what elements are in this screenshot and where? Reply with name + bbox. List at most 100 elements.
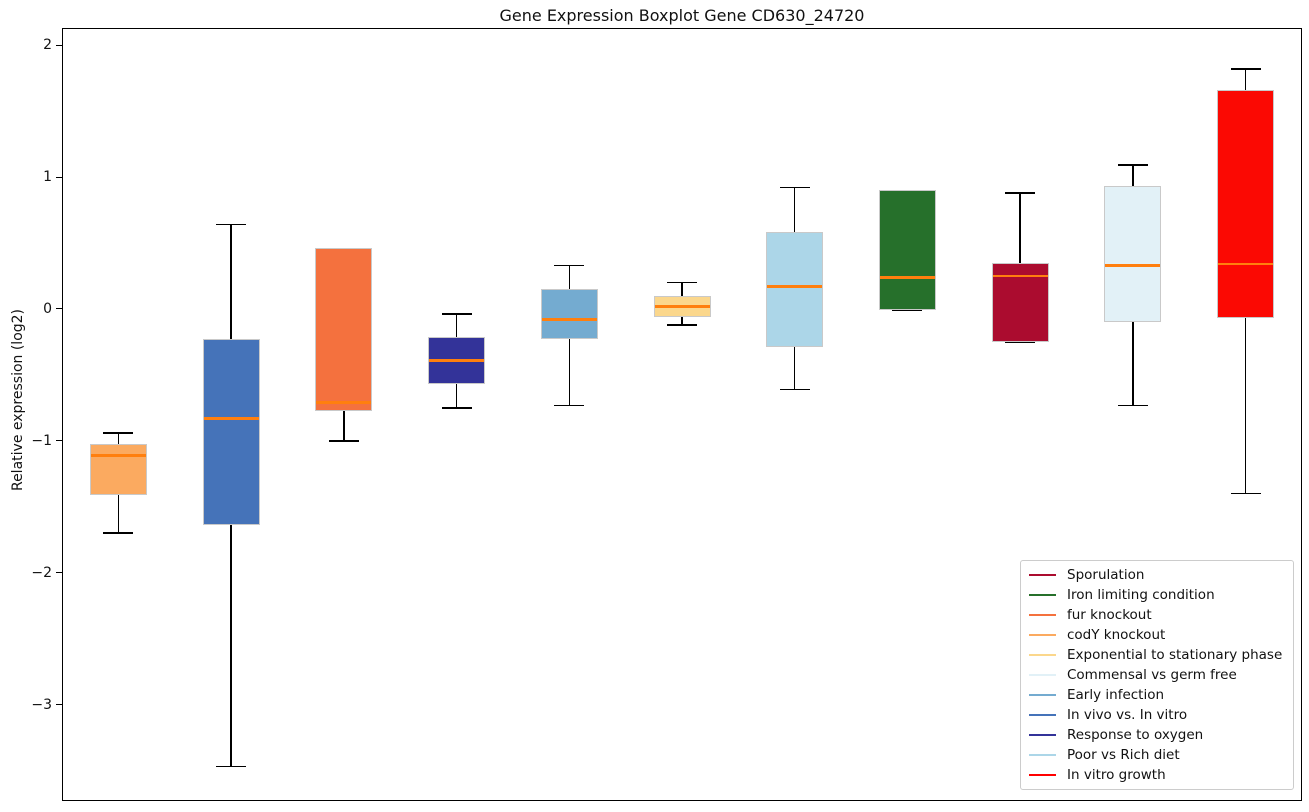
whisker-upper-cap: [554, 264, 585, 267]
whisker-lower-cap: [667, 324, 697, 326]
whisker-upper-cap: [1230, 68, 1261, 70]
whisker-upper-line: [1244, 68, 1247, 90]
whisker-lower-line: [1244, 318, 1247, 494]
y-tick-label: −2: [31, 564, 52, 581]
whisker-upper-cap: [1005, 192, 1036, 194]
legend-item: In vivo vs. In vitro: [1029, 705, 1285, 725]
whisker-lower-cap: [892, 309, 923, 312]
box-iqr-rect: [89, 443, 147, 495]
legend-item-label: fur knockout: [1067, 607, 1152, 623]
legend-item-label: In vitro growth: [1067, 767, 1166, 783]
box-iqr-rect: [766, 232, 824, 348]
legend-color-line-icon: [1029, 773, 1056, 777]
whisker-lower-line: [117, 494, 120, 534]
whisker-upper-line: [1019, 192, 1021, 263]
legend-color-line-icon: [1029, 733, 1056, 737]
whisker-lower-line: [793, 347, 796, 390]
box-median-line: [541, 318, 597, 321]
legend-item: Poor vs Rich diet: [1029, 745, 1285, 765]
whisker-lower-cap: [1117, 404, 1148, 407]
box-median-line: [90, 454, 146, 457]
box-median-line: [879, 276, 935, 279]
box-iqr-rect: [878, 190, 936, 311]
y-tick-mark: [56, 308, 62, 310]
box-median-line: [316, 401, 372, 404]
y-tick-label: −1: [31, 432, 52, 449]
legend-item: Exponential to stationary phase: [1029, 645, 1285, 665]
legend-color-line-icon: [1029, 613, 1056, 617]
whisker-upper-cap: [441, 313, 472, 315]
legend-color-line-icon: [1029, 713, 1056, 717]
box-iqr-rect: [540, 289, 598, 340]
whisker-lower-line: [343, 410, 345, 441]
whisker-upper-line: [793, 187, 796, 233]
whisker-upper-line: [117, 432, 120, 444]
y-tick-mark: [56, 572, 62, 574]
y-tick-label: 1: [43, 169, 52, 186]
legend-color-line-icon: [1029, 593, 1056, 597]
whisker-lower-cap: [554, 404, 585, 407]
whisker-lower-cap: [103, 532, 134, 534]
whisker-lower-cap: [441, 407, 472, 409]
legend-color-line-icon: [1029, 673, 1056, 677]
box-median-line: [1218, 262, 1274, 266]
whisker-lower-cap: [216, 765, 247, 768]
box-median-line: [767, 285, 823, 288]
legend-item-label: Commensal vs germ free: [1067, 667, 1237, 683]
whisker-upper-cap: [103, 432, 134, 434]
whisker-lower-line: [1132, 322, 1134, 406]
whisker-lower-cap: [779, 388, 810, 391]
whisker-upper-cap: [779, 186, 810, 189]
whisker-upper-cap: [1117, 164, 1148, 166]
legend-item: In vitro growth: [1029, 765, 1285, 785]
y-tick-mark: [56, 44, 62, 46]
legend-item-label: Sporulation: [1067, 567, 1145, 583]
y-tick-mark: [56, 176, 62, 178]
whisker-upper-cap: [667, 281, 697, 284]
y-tick-mark: [56, 440, 62, 442]
legend-item: Commensal vs germ free: [1029, 665, 1285, 685]
box-median-line: [203, 417, 259, 420]
legend-color-line-icon: [1029, 653, 1056, 657]
box-iqr-rect: [315, 248, 373, 411]
legend-item-label: Exponential to stationary phase: [1067, 647, 1283, 663]
legend-color-line-icon: [1029, 693, 1056, 697]
box-iqr-rect: [202, 339, 260, 526]
whisker-upper-line: [1132, 165, 1134, 187]
legend-item-label: codY knockout: [1067, 627, 1166, 643]
legend: Sporulation Iron limiting condition fur kn…: [1020, 560, 1294, 790]
y-tick-label: 0: [43, 300, 52, 317]
legend-item-label: Poor vs Rich diet: [1067, 747, 1180, 763]
y-tick-label: −3: [31, 696, 52, 713]
whisker-lower-line: [230, 525, 232, 767]
legend-item: fur knockout: [1029, 605, 1285, 625]
legend-item: codY knockout: [1029, 625, 1285, 645]
chart-title: Gene Expression Boxplot Gene CD630_24720: [499, 6, 865, 25]
legend-item-label: Iron limiting condition: [1067, 587, 1215, 603]
box-iqr-rect: [1104, 186, 1162, 323]
legend-color-line-icon: [1029, 753, 1056, 757]
legend-item-label: In vivo vs. In vitro: [1067, 707, 1188, 723]
whisker-upper-cap: [216, 223, 247, 226]
box-median-line: [1105, 264, 1161, 267]
whisker-lower-cap: [1230, 492, 1261, 495]
whisker-lower-line: [568, 339, 571, 406]
y-axis-label: Relative expression (log2): [10, 308, 26, 492]
box-median-line: [654, 305, 710, 308]
box-iqr-rect: [1217, 89, 1275, 319]
whisker-lower-line: [455, 384, 458, 408]
legend-item: Sporulation: [1029, 565, 1285, 585]
legend-color-line-icon: [1029, 573, 1056, 577]
box-median-line: [992, 274, 1048, 278]
whisker-lower-cap: [1005, 341, 1036, 343]
legend-color-line-icon: [1029, 633, 1056, 637]
whisker-upper-line: [230, 224, 232, 340]
whisker-lower-line: [681, 316, 683, 325]
legend-item: Early infection: [1029, 685, 1285, 705]
whisker-upper-line: [568, 265, 571, 290]
y-tick-mark: [56, 704, 62, 706]
box-median-line: [429, 359, 485, 362]
legend-item-label: Early infection: [1067, 687, 1165, 703]
y-tick-label: 2: [43, 37, 52, 54]
